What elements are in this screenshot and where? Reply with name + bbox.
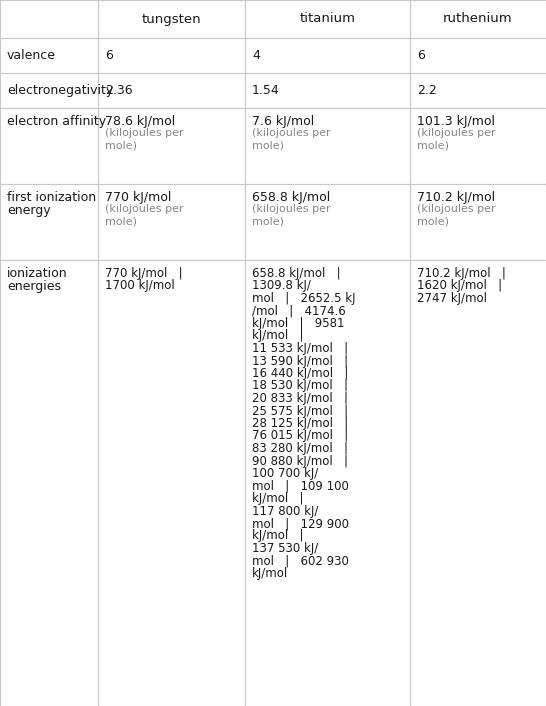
- Bar: [245, 108, 410, 184]
- Text: kJ/mol   |: kJ/mol |: [252, 330, 304, 342]
- Text: mole): mole): [252, 217, 284, 227]
- Bar: [0, 0, 98, 38]
- Bar: [98, 108, 245, 184]
- Text: electron affinity: electron affinity: [7, 115, 106, 128]
- Text: 20 833 kJ/mol   |: 20 833 kJ/mol |: [252, 392, 348, 405]
- Bar: [245, 38, 410, 73]
- Text: mole): mole): [417, 217, 449, 227]
- Text: 658.8 kJ/mol   |: 658.8 kJ/mol |: [252, 267, 341, 280]
- Text: 4: 4: [252, 49, 260, 62]
- Text: kJ/mol   |: kJ/mol |: [252, 492, 304, 505]
- Bar: [98, 0, 245, 38]
- Text: 117 800 kJ/: 117 800 kJ/: [252, 505, 318, 517]
- Text: 7.6 kJ/mol: 7.6 kJ/mol: [252, 115, 314, 128]
- Text: ionization: ionization: [7, 267, 68, 280]
- Bar: [0, 73, 98, 108]
- Text: valence: valence: [7, 49, 56, 62]
- Text: 1309.8 kJ/: 1309.8 kJ/: [252, 280, 311, 292]
- Text: 25 575 kJ/mol   |: 25 575 kJ/mol |: [252, 405, 348, 417]
- Text: ruthenium: ruthenium: [443, 13, 513, 25]
- Text: 90 880 kJ/mol   |: 90 880 kJ/mol |: [252, 455, 348, 467]
- Bar: [410, 108, 546, 184]
- Text: mole): mole): [417, 141, 449, 151]
- Text: titanium: titanium: [300, 13, 355, 25]
- Text: (kilojoules per: (kilojoules per: [417, 204, 496, 214]
- Text: kJ/mol   |: kJ/mol |: [252, 530, 304, 542]
- Text: 1620 kJ/mol   |: 1620 kJ/mol |: [417, 280, 502, 292]
- Bar: [98, 260, 245, 706]
- Text: mole): mole): [252, 141, 284, 151]
- Text: tungsten: tungsten: [142, 13, 201, 25]
- Bar: [410, 184, 546, 260]
- Text: first ionization: first ionization: [7, 191, 96, 204]
- Text: mol   |   109 100: mol | 109 100: [252, 479, 349, 493]
- Text: (kilojoules per: (kilojoules per: [252, 204, 331, 214]
- Bar: [245, 260, 410, 706]
- Bar: [410, 0, 546, 38]
- Bar: [0, 108, 98, 184]
- Text: 78.6 kJ/mol: 78.6 kJ/mol: [105, 115, 175, 128]
- Bar: [410, 260, 546, 706]
- Text: kJ/mol   |   9581: kJ/mol | 9581: [252, 317, 345, 330]
- Text: electronegativity: electronegativity: [7, 84, 113, 97]
- Text: mol   |   129 900: mol | 129 900: [252, 517, 349, 530]
- Text: 710.2 kJ/mol   |: 710.2 kJ/mol |: [417, 267, 506, 280]
- Bar: [0, 260, 98, 706]
- Text: 2.2: 2.2: [417, 84, 437, 97]
- Text: 137 530 kJ/: 137 530 kJ/: [252, 542, 318, 555]
- Bar: [410, 73, 546, 108]
- Text: (kilojoules per: (kilojoules per: [105, 204, 183, 214]
- Text: mol   |   2652.5 kJ: mol | 2652.5 kJ: [252, 292, 355, 305]
- Text: 83 280 kJ/mol   |: 83 280 kJ/mol |: [252, 442, 348, 455]
- Bar: [245, 73, 410, 108]
- Bar: [98, 73, 245, 108]
- Text: /mol   |   4174.6: /mol | 4174.6: [252, 304, 346, 318]
- Text: energy: energy: [7, 204, 51, 217]
- Text: 13 590 kJ/mol   |: 13 590 kJ/mol |: [252, 354, 348, 368]
- Bar: [245, 184, 410, 260]
- Text: 28 125 kJ/mol   |: 28 125 kJ/mol |: [252, 417, 348, 430]
- Text: 18 530 kJ/mol   |: 18 530 kJ/mol |: [252, 380, 348, 393]
- Text: 76 015 kJ/mol   |: 76 015 kJ/mol |: [252, 429, 348, 443]
- Text: (kilojoules per: (kilojoules per: [105, 128, 183, 138]
- Text: 770 kJ/mol   |: 770 kJ/mol |: [105, 267, 182, 280]
- Text: 6: 6: [417, 49, 425, 62]
- Text: (kilojoules per: (kilojoules per: [417, 128, 496, 138]
- Bar: [410, 38, 546, 73]
- Text: 710.2 kJ/mol: 710.2 kJ/mol: [417, 191, 495, 204]
- Bar: [245, 0, 410, 38]
- Text: mole): mole): [105, 141, 137, 151]
- Text: 11 533 kJ/mol   |: 11 533 kJ/mol |: [252, 342, 348, 355]
- Text: 2747 kJ/mol: 2747 kJ/mol: [417, 292, 487, 305]
- Bar: [0, 184, 98, 260]
- Text: 16 440 kJ/mol   |: 16 440 kJ/mol |: [252, 367, 348, 380]
- Text: 658.8 kJ/mol: 658.8 kJ/mol: [252, 191, 330, 204]
- Bar: [98, 38, 245, 73]
- Text: 6: 6: [105, 49, 113, 62]
- Text: 770 kJ/mol: 770 kJ/mol: [105, 191, 171, 204]
- Text: 2.36: 2.36: [105, 84, 133, 97]
- Text: mole): mole): [105, 217, 137, 227]
- Text: mol   |   602 930: mol | 602 930: [252, 554, 349, 568]
- Bar: [0, 38, 98, 73]
- Bar: [98, 184, 245, 260]
- Text: energies: energies: [7, 280, 61, 293]
- Text: kJ/mol: kJ/mol: [252, 567, 288, 580]
- Text: 100 700 kJ/: 100 700 kJ/: [252, 467, 318, 480]
- Text: 1700 kJ/mol: 1700 kJ/mol: [105, 280, 175, 292]
- Text: (kilojoules per: (kilojoules per: [252, 128, 331, 138]
- Text: 101.3 kJ/mol: 101.3 kJ/mol: [417, 115, 495, 128]
- Text: 1.54: 1.54: [252, 84, 280, 97]
